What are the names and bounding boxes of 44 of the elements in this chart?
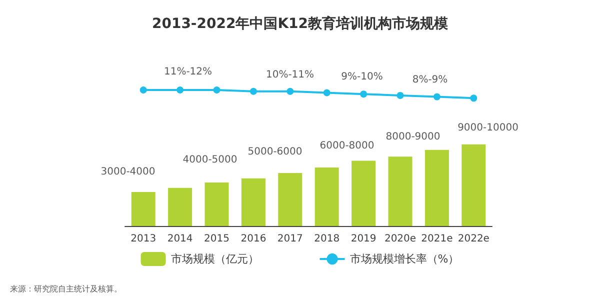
- annotation: 3000-4000: [100, 166, 156, 178]
- chart-title: 2013-2022年中国K12教育培训机构市场规模: [152, 15, 450, 32]
- annotation: 5000-6000: [248, 146, 302, 158]
- x-tick-label: 2017: [277, 234, 303, 244]
- point: [396, 92, 404, 99]
- x-tick-label: 2021e: [421, 234, 453, 244]
- x-tick-label: 2018: [314, 234, 340, 244]
- bar: [314, 168, 339, 226]
- point: [250, 88, 257, 95]
- bar: [352, 160, 376, 226]
- bar: [168, 188, 192, 226]
- point: [323, 89, 330, 96]
- text: 11%-12%: [164, 66, 212, 78]
- point: [176, 86, 184, 94]
- text: 8%-9%: [412, 74, 448, 86]
- bar: [388, 156, 412, 226]
- x-tick-label: 2015: [204, 234, 230, 244]
- point: [213, 86, 220, 94]
- x-tick-label: 2020e: [384, 234, 416, 244]
- annotation: 8000-9000: [386, 132, 440, 142]
- x-tick-label: 2022e: [458, 234, 490, 244]
- x-tick-label: 2016: [240, 234, 266, 244]
- point: [470, 94, 478, 102]
- x-tick-label: 2014: [167, 234, 193, 244]
- annotation: 4000-5000: [182, 154, 238, 166]
- point: [433, 93, 440, 100]
- point: [286, 88, 294, 95]
- text: 9%-10%: [341, 72, 383, 82]
- bar: [131, 192, 156, 226]
- annotation: 6000-8000: [320, 140, 374, 152]
- bar: [278, 172, 302, 226]
- point: [360, 90, 368, 98]
- annotation: 9000-10000: [458, 122, 518, 134]
- point: [140, 86, 147, 94]
- text: 10%-11%: [266, 70, 314, 80]
- x-tick-label: 2019: [350, 234, 376, 244]
- source-note: 来源：研究院自主统计及核算。: [10, 284, 122, 294]
- x-tick-label: 2013: [130, 234, 156, 244]
- bar: [424, 150, 449, 226]
- legend-label: 市场规模增长率（%）: [350, 252, 460, 266]
- bar: [462, 144, 486, 226]
- legend-label: 市场规模（亿元）: [170, 252, 259, 266]
- bar: [241, 178, 266, 226]
- bar: [204, 182, 229, 226]
